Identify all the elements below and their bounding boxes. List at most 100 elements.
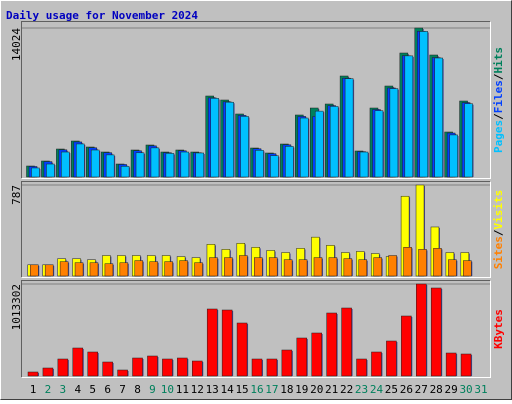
legend-separator: / [492,73,505,80]
x-tick-label: 6 [104,383,111,396]
bar [225,101,234,178]
x-tick-label: 28 [430,383,443,396]
bar [448,259,457,277]
bar [240,116,249,178]
bar [104,263,114,277]
bar [194,262,203,277]
bar [356,358,367,377]
x-tick-label: 19 [295,383,308,396]
bar [89,262,99,277]
x-tick-label: 4 [74,383,81,396]
bar [192,360,203,377]
bar [463,260,472,277]
bar [254,257,263,277]
bar [255,150,264,178]
bar [105,154,115,178]
x-tick-label: 14 [221,383,235,396]
plot-border-dark [21,21,491,179]
x-tick-label: 22 [340,383,353,396]
bar [329,106,339,178]
bar [418,249,427,277]
bar [46,163,55,178]
bar [117,369,128,377]
bar [389,88,399,178]
bar [300,117,309,178]
bar [162,358,173,377]
bar [119,262,129,277]
bar [344,78,354,178]
bar [313,257,323,277]
bar [460,353,472,377]
x-tick-label: 20 [310,383,323,396]
bar [42,367,54,377]
bar [177,357,188,377]
bar [281,349,293,377]
plot-border-light [21,21,491,179]
bar [76,143,85,178]
bar [87,351,98,377]
plot-border-light [21,181,491,278]
bar [150,147,160,178]
bar [445,352,457,377]
x-tick-label: 25 [385,383,398,396]
bar [61,151,70,178]
legend-entry: KBytes [492,309,505,349]
bar [44,264,54,277]
bar [326,312,337,377]
legend-entry: Pages [492,120,505,153]
plot-border-dark [21,280,491,378]
bar [419,31,429,178]
bar [374,110,384,178]
bar [72,347,84,377]
y-tick-label: 787 [10,185,23,205]
bar [30,264,39,277]
legend-entry: Sites [492,236,505,269]
bar [120,166,130,178]
x-tick-label: 26 [400,383,413,396]
bar [57,358,69,377]
x-tick-label: 8 [134,383,141,396]
bar [386,340,397,377]
bar [358,259,368,277]
y-tick-label: 14024 [10,28,23,61]
legend-entry: Visits [492,190,505,230]
bar [102,361,113,377]
bar [164,261,173,277]
bar [341,307,352,377]
x-tick-label: 1 [30,383,37,396]
bar [283,259,293,277]
bar [180,151,190,178]
x-tick-label: 9 [149,383,156,396]
bar [371,351,382,377]
bar [416,283,427,377]
bar [388,255,397,277]
bar [373,257,382,277]
plot-border-light [21,280,491,378]
x-tick-label: 2 [45,383,52,396]
plot-border-dark [21,181,491,278]
bar [74,262,84,277]
bar [328,257,338,277]
legend: Pages/Files/Hits [492,47,505,153]
bar [224,257,233,277]
x-tick-label: 5 [89,383,96,396]
x-tick-label: 27 [415,383,428,396]
bar [210,98,219,178]
bar [134,260,144,277]
x-tick-label: 7 [119,383,126,396]
bar [430,287,442,377]
bar [266,358,278,377]
bar [296,337,308,377]
bar [464,103,473,178]
y-tick-label: 1013302 [10,284,23,330]
x-tick-label: 3 [60,383,67,396]
x-tick-label: 30 [459,383,472,396]
bar [270,155,279,178]
bar [135,152,145,178]
x-tick-label: 13 [206,383,219,396]
x-tick-label: 23 [355,383,368,396]
bar [236,322,248,377]
x-tick-label: 15 [235,383,248,396]
